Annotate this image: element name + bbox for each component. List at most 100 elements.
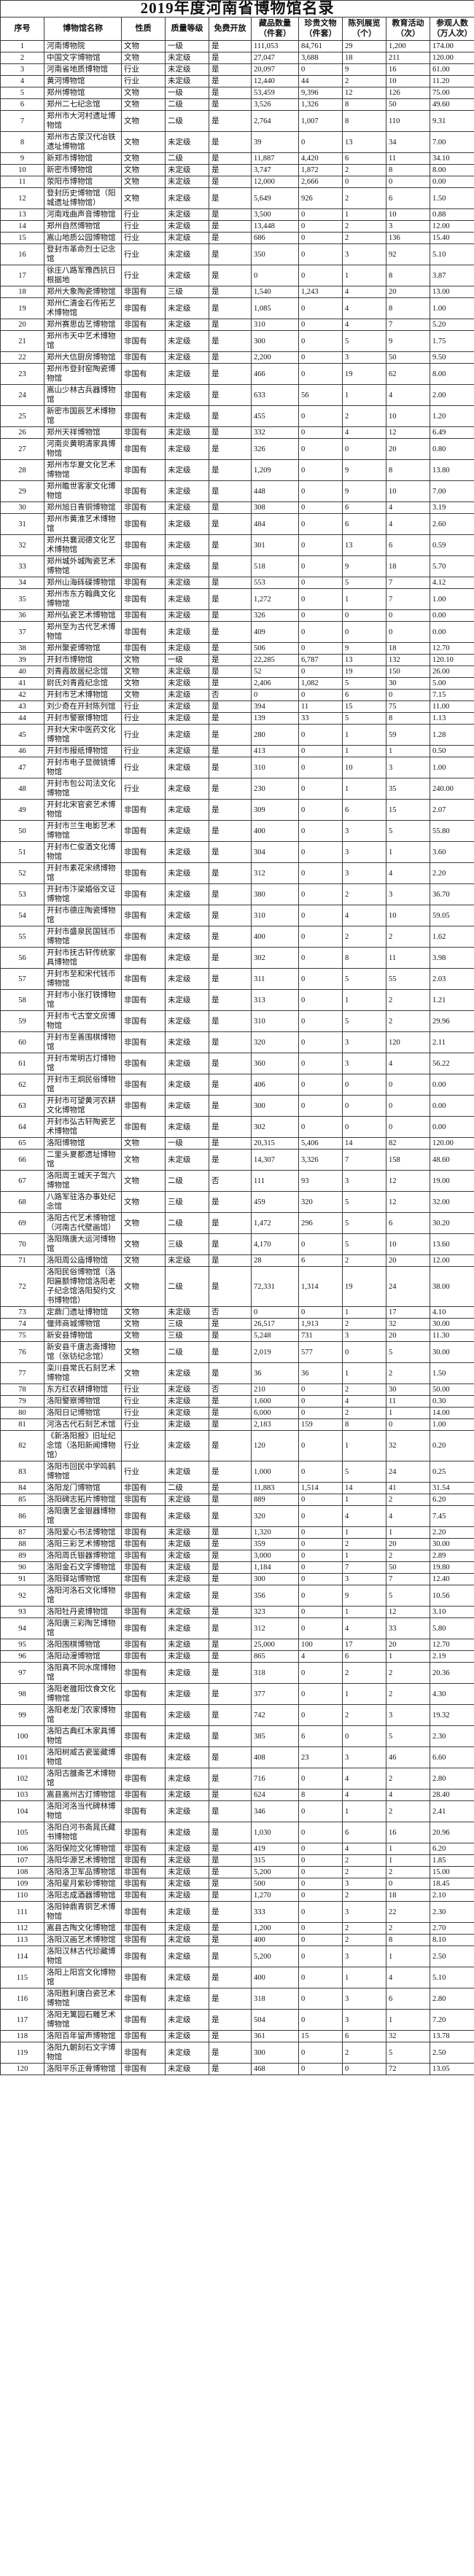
cell-education-activities: 1 — [386, 1650, 430, 1663]
cell-index: 62 — [0, 1074, 44, 1096]
cell-visitor-count: 6.49 — [429, 426, 474, 439]
table-row: 73 定鼎门遗址博物馆 文物 未定级否 0 0 1 17 4.10 — [0, 1306, 474, 1319]
cell-nature: 非国有 — [121, 799, 166, 821]
cell-collection-count: 406 — [251, 1074, 299, 1096]
cell-nature: 非国有 — [121, 1074, 166, 1096]
cell-grade: 未定级 — [165, 2042, 209, 2064]
cell-education-activities: 5 — [386, 820, 430, 842]
cell-index: 60 — [0, 1031, 44, 1053]
cell-collection-count: 2,200 — [251, 351, 299, 364]
column-header-2: 博物馆名称 — [44, 17, 122, 41]
cell-education-activities: 0 — [386, 689, 430, 701]
cell-exhibitions: 2 — [342, 1704, 386, 1726]
cell-nature: 文物 — [121, 176, 166, 188]
cell-collection-count: 308 — [251, 501, 299, 514]
cell-museum-name: 郑州市大河村遗址博物馆 — [44, 110, 122, 132]
table-row: 117 洛阳无篱园石雕艺术博物馆 非国有 未定级是 504 0 3 1 7.20 — [0, 2009, 474, 2031]
cell-free-open: 是 — [209, 778, 252, 800]
cell-museum-name: 洛阳九朝刻石文字博物馆 — [44, 2042, 122, 2064]
cell-museum-name: 洛阳古典红木家具博物馆 — [44, 1725, 122, 1747]
cell-visitor-count: 3.98 — [429, 947, 474, 969]
cell-grade: 未定级 — [165, 297, 209, 319]
cell-precious-relics: 15 — [298, 2030, 343, 2042]
cell-nature: 文物 — [121, 1306, 166, 1319]
cell-precious-relics: 33 — [298, 712, 343, 725]
cell-visitor-count: 5.70 — [429, 555, 474, 577]
cell-museum-name: 洛阳周公庙博物馆 — [44, 1254, 122, 1267]
cell-nature: 非国有 — [121, 926, 166, 948]
cell-precious-relics: 0 — [298, 757, 343, 778]
cell-nature: 非国有 — [121, 534, 166, 556]
cell-museum-name: 新郑市博物馆 — [44, 152, 122, 165]
cell-free-open: 是 — [209, 926, 252, 948]
cell-index: 28 — [0, 459, 44, 481]
cell-visitor-count: 15.40 — [429, 232, 474, 244]
cell-collection-count: 304 — [251, 841, 299, 863]
cell-museum-name: 东方红农耕博物馆 — [44, 1383, 122, 1396]
cell-visitor-count: 19.32 — [429, 1704, 474, 1726]
table-row: 20 郑州赛思齿艺博物馆 非国有 未定级是 310 0 4 7 5.20 — [0, 319, 474, 331]
cell-free-open: 是 — [209, 1538, 252, 1550]
cell-nature: 文物 — [121, 1318, 166, 1330]
cell-visitor-count: 7.15 — [429, 689, 474, 701]
cell-collection-count: 459 — [251, 1191, 299, 1213]
cell-visitor-count: 7.00 — [429, 480, 474, 502]
cell-precious-relics: 1,314 — [298, 1266, 343, 1307]
table-row: 104 洛阳河洛当代碑林博物馆 非国有 未定级是 346 0 1 2 2.41 — [0, 1800, 474, 1822]
cell-precious-relics: 3,688 — [298, 52, 343, 64]
cell-museum-name: 洛阳无篱园石雕艺术博物馆 — [44, 2009, 122, 2031]
cell-museum-name: 洛阳老雒阳饮食文化博物馆 — [44, 1683, 122, 1705]
cell-index: 32 — [0, 534, 44, 556]
cell-collection-count: 300 — [251, 1095, 299, 1117]
cell-visitor-count: 12.00 — [429, 1254, 474, 1267]
cell-education-activities: 3 — [386, 757, 430, 778]
cell-precious-relics: 0 — [298, 989, 343, 1011]
cell-grade: 未定级 — [165, 555, 209, 577]
cell-free-open: 是 — [209, 1650, 252, 1663]
cell-visitor-count: 10.56 — [429, 1585, 474, 1607]
cell-free-open: 是 — [209, 1341, 252, 1363]
cell-free-open: 是 — [209, 841, 252, 863]
cell-collection-count: 0 — [251, 1306, 299, 1319]
cell-exhibitions: 3 — [342, 1330, 386, 1342]
cell-exhibitions: 3 — [342, 820, 386, 842]
cell-exhibitions: 1 — [342, 778, 386, 800]
cell-visitor-count: 3.10 — [429, 1606, 474, 1618]
cell-visitor-count: 0.80 — [429, 438, 474, 460]
cell-education-activities: 1 — [386, 2009, 430, 2031]
cell-grade: 未定级 — [165, 1526, 209, 1539]
cell-free-open: 是 — [209, 1430, 252, 1461]
cell-free-open: 是 — [209, 351, 252, 364]
cell-grade: 二级 — [165, 1482, 209, 1494]
cell-free-open: 是 — [209, 1945, 252, 1967]
cell-education-activities: 8 — [386, 459, 430, 481]
cell-grade: 二级 — [165, 98, 209, 111]
cell-nature: 非国有 — [121, 426, 166, 439]
cell-free-open: 是 — [209, 862, 252, 884]
cell-exhibitions: 3 — [342, 1746, 386, 1768]
cell-nature: 非国有 — [121, 405, 166, 427]
cell-free-open: 是 — [209, 1573, 252, 1585]
cell-free-open: 是 — [209, 947, 252, 969]
cell-visitor-count: 2.60 — [429, 513, 474, 535]
cell-museum-name: 洛阳河洛当代碑林博物馆 — [44, 1800, 122, 1822]
cell-free-open: 是 — [209, 968, 252, 990]
cell-index: 12 — [0, 187, 44, 209]
cell-museum-name: 徐庄八路军豫西抗日根据地 — [44, 265, 122, 286]
cell-education-activities: 20 — [386, 1639, 430, 1651]
cell-education-activities: 3 — [386, 220, 430, 233]
table-row: 50 开封市兰生电影艺术博物馆 非国有 未定级是 400 0 3 5 55.80 — [0, 820, 474, 842]
cell-exhibitions: 3 — [342, 2009, 386, 2031]
cell-visitor-count: 2.20 — [429, 1526, 474, 1539]
cell-education-activities: 8 — [386, 712, 430, 725]
cell-nature: 文物 — [121, 1254, 166, 1267]
cell-free-open: 是 — [209, 1854, 252, 1867]
cell-nature: 非国有 — [121, 1704, 166, 1726]
cell-museum-name: 洛阳驿站博物馆 — [44, 1573, 122, 1585]
cell-visitor-count: 28.40 — [429, 1789, 474, 1801]
cell-free-open: 是 — [209, 555, 252, 577]
cell-grade: 未定级 — [165, 724, 209, 746]
cell-free-open: 是 — [209, 2042, 252, 2064]
cell-grade: 未定级 — [165, 905, 209, 926]
table-row: 107 洛阳华源艺术博物馆 非国有 未定级是 315 0 2 1 1.85 — [0, 1854, 474, 1867]
